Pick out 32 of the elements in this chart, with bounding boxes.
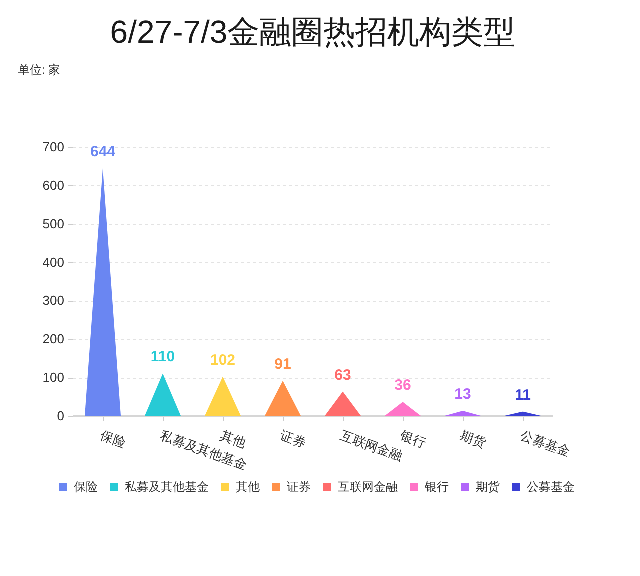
- data-label: 110: [150, 348, 176, 366]
- data-label: 13: [454, 386, 472, 404]
- x-tick-label: 其他: [218, 428, 248, 451]
- y-tick-label: 400: [42, 254, 64, 270]
- legend-label: 证券: [287, 480, 311, 494]
- legend-label: 互联网金融: [338, 480, 398, 494]
- y-tick-label: 200: [42, 332, 64, 347]
- y-tick-label: 300: [42, 293, 64, 308]
- x-tick-label: 期货: [458, 428, 488, 451]
- data-label: 102: [210, 352, 236, 369]
- y-tick-label: 0: [57, 408, 64, 424]
- data-label: 63: [334, 366, 352, 384]
- y-tick-label: 700: [42, 140, 64, 154]
- legend-label: 保险: [74, 480, 98, 494]
- data-label: 91: [274, 356, 292, 374]
- y-tick-label: 100: [42, 370, 64, 386]
- text: 单位: 家: [18, 62, 61, 79]
- legend-label: 私募及其他基金: [125, 480, 209, 494]
- x-tick-label: 银行: [398, 427, 428, 451]
- legend-label: 银行: [424, 480, 449, 494]
- x-tick-label: 证券: [278, 428, 308, 451]
- legend-label: 其他: [236, 480, 260, 494]
- legend-label: 公募基金: [527, 480, 575, 494]
- chart-title: 6/27-7/3金融圈热招机构类型: [110, 14, 516, 50]
- legend-label: 期货: [476, 480, 500, 494]
- y-tick-label: 600: [42, 178, 64, 193]
- x-tick-label: 保险: [98, 428, 128, 451]
- data-label: 644: [90, 144, 116, 161]
- data-label: 11: [515, 386, 531, 404]
- data-label: 36: [394, 377, 412, 394]
- y-tick-label: 500: [42, 216, 64, 232]
- x-tick-label: 公募基金: [518, 428, 573, 460]
